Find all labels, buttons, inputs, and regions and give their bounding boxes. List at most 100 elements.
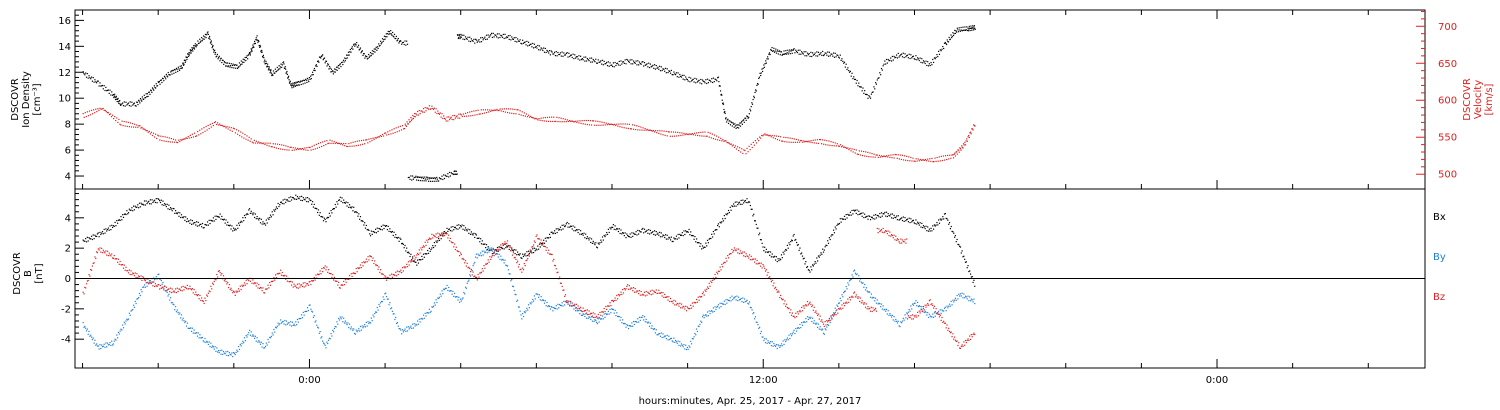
- data-point: [847, 282, 849, 284]
- data-point: [346, 57, 348, 59]
- data-point: [760, 137, 762, 139]
- data-point: [433, 180, 435, 182]
- data-point: [266, 65, 268, 67]
- data-point: [375, 232, 378, 234]
- data-point: [666, 135, 668, 137]
- data-point: [328, 272, 330, 274]
- data-point: [744, 149, 746, 152]
- data-point: [952, 157, 955, 159]
- data-point: [118, 118, 120, 121]
- data-point: [677, 340, 679, 342]
- data-point: [407, 123, 409, 125]
- data-point: [441, 175, 443, 177]
- data-point: [598, 321, 600, 323]
- data-point: [386, 276, 388, 279]
- data-point: [853, 210, 856, 212]
- data-point: [502, 110, 504, 113]
- data-point: [236, 64, 238, 66]
- data-point: [347, 322, 349, 324]
- data-point: [113, 118, 115, 120]
- data-point: [673, 237, 675, 239]
- data-point: [804, 55, 806, 57]
- data-point: [627, 234, 629, 237]
- data-point: [335, 141, 337, 144]
- data-point: [783, 253, 785, 255]
- data-point: [703, 80, 705, 83]
- data-point: [510, 39, 512, 41]
- data-point: [427, 107, 429, 109]
- data-point: [501, 258, 504, 260]
- data-point: [958, 293, 960, 295]
- data-point: [580, 233, 583, 235]
- data-point: [789, 137, 791, 139]
- data-point: [169, 74, 171, 76]
- data-point: [537, 238, 539, 240]
- data-point: [241, 63, 243, 65]
- series-panel0-s0: [82, 25, 976, 182]
- data-point: [377, 268, 379, 270]
- data-point: [331, 140, 333, 142]
- data-point: [683, 132, 685, 134]
- data-point: [319, 142, 322, 144]
- data-point: [848, 280, 851, 282]
- data-point: [927, 158, 929, 160]
- data-point: [902, 159, 905, 161]
- data-point: [434, 304, 436, 306]
- data-point: [175, 288, 177, 290]
- data-point: [471, 269, 473, 272]
- data-point: [576, 310, 578, 312]
- data-point: [359, 330, 361, 332]
- data-point: [897, 215, 899, 217]
- data-point: [180, 139, 182, 141]
- data-point: [381, 38, 384, 40]
- data-point: [595, 58, 597, 60]
- data-point: [522, 115, 524, 117]
- data-point: [464, 112, 467, 114]
- data-point: [921, 58, 923, 60]
- data-point: [395, 271, 397, 273]
- data-point: [98, 85, 100, 87]
- data-point: [311, 74, 313, 76]
- data-point: [706, 78, 709, 80]
- data-point: [948, 223, 950, 225]
- data-point: [371, 53, 373, 55]
- data-point: [432, 177, 434, 179]
- data-point: [290, 280, 292, 283]
- data-point: [489, 109, 491, 111]
- data-point: [382, 135, 385, 137]
- data-point: [817, 323, 820, 325]
- data-point: [584, 237, 586, 239]
- data-point: [557, 303, 559, 305]
- data-point: [190, 52, 192, 54]
- data-point: [575, 229, 578, 231]
- data-point: [108, 229, 110, 231]
- data-point: [292, 286, 294, 288]
- data-point: [211, 282, 214, 284]
- data-point: [200, 133, 202, 135]
- data-point: [355, 44, 357, 46]
- data-point: [179, 212, 181, 214]
- data-point: [226, 65, 228, 67]
- data-point: [330, 71, 332, 73]
- data-point: [366, 229, 368, 231]
- data-point: [334, 142, 336, 145]
- data-point: [283, 323, 285, 325]
- data-point: [847, 147, 849, 149]
- data-point: [177, 66, 179, 68]
- data-point: [538, 296, 540, 298]
- data-point: [722, 138, 724, 141]
- data-point: [577, 231, 579, 234]
- data-point: [173, 72, 175, 74]
- data-point: [419, 259, 421, 261]
- data-point: [469, 111, 471, 113]
- data-point: [448, 118, 451, 121]
- data-point: [282, 148, 284, 150]
- data-point: [486, 249, 488, 251]
- data-point: [564, 300, 567, 303]
- data-point: [884, 155, 886, 157]
- data-point: [954, 29, 956, 32]
- data-point: [171, 288, 173, 290]
- data-point: [750, 110, 752, 112]
- data-point: [112, 343, 115, 345]
- data-point: [427, 180, 430, 182]
